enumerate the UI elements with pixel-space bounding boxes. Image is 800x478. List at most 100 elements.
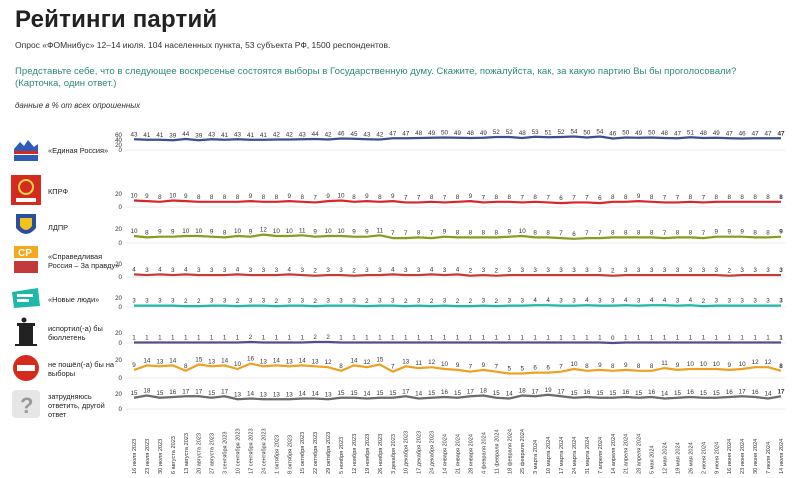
data-label: 8: [236, 194, 240, 201]
data-label: 8: [779, 194, 783, 201]
data-label: 8: [533, 229, 537, 236]
data-label: 3: [326, 298, 330, 305]
axis-tick-label: 20: [115, 261, 122, 268]
data-label: 1: [300, 335, 304, 342]
data-label: 8: [339, 363, 343, 370]
data-label: 4: [689, 297, 693, 304]
data-label: 10: [687, 361, 695, 368]
data-label: 3: [520, 267, 524, 274]
data-label: 8: [727, 194, 731, 201]
data-label: 1: [339, 335, 343, 342]
data-label: 15: [338, 390, 346, 397]
data-label: 3: [572, 298, 576, 305]
data-label: 3: [417, 267, 421, 274]
data-label: 15: [635, 390, 643, 397]
data-label: 14: [765, 391, 773, 398]
data-label: 12: [260, 227, 268, 234]
data-label: 3: [132, 298, 136, 305]
data-label: 16: [441, 389, 449, 396]
data-label: 2: [313, 268, 317, 275]
data-label: 8: [430, 194, 434, 201]
data-label: 9: [313, 229, 317, 236]
data-label: 1: [676, 335, 680, 342]
data-label: 1: [352, 335, 356, 342]
data-label: 8: [585, 363, 589, 370]
no-entry-icon: [13, 355, 39, 381]
survey-question: Представьте себе, что в следующее воскре…: [15, 66, 737, 89]
data-label: 44: [312, 131, 320, 138]
data-label: 1: [223, 335, 227, 342]
x-tick-label: 13 августа 2023: [184, 433, 190, 474]
party-name: «Единая Россия»: [48, 145, 109, 155]
data-label: 3: [262, 298, 266, 305]
data-label: 8: [740, 194, 744, 201]
x-tick-label: 27 августа 2023: [210, 433, 216, 474]
data-label: 17: [558, 388, 566, 395]
data-label: 3: [702, 267, 706, 274]
party-row-spoil-ballot: испортил(-а) бы бюллетень: [10, 316, 110, 352]
data-label: 3: [391, 298, 395, 305]
data-label: 10: [234, 361, 242, 368]
data-label: 10: [182, 228, 190, 235]
party-name: испортил(-а) бы бюллетень: [48, 324, 103, 342]
data-label: 10: [286, 228, 294, 235]
x-tick-label: 24 декабря 2023: [430, 431, 436, 474]
data-label: 13: [325, 391, 333, 398]
axis-tick-label: 20: [115, 295, 122, 302]
x-tick-label: 19 ноября 2023: [365, 434, 371, 474]
data-label: 51: [545, 129, 553, 136]
axis-tick-label: 40: [115, 137, 122, 144]
data-label: 16: [622, 389, 630, 396]
data-label: 48: [467, 130, 475, 137]
series-line: [133, 362, 782, 375]
data-label: 3: [624, 267, 628, 274]
data-label: 2: [352, 268, 356, 275]
axis-tick-label: 0: [119, 240, 123, 247]
data-label: 8: [352, 194, 356, 201]
series-line: [134, 340, 781, 345]
data-label: 6: [598, 195, 602, 202]
data-label: 45: [350, 131, 358, 138]
party-row-new-people: «Новые люди»: [10, 282, 110, 318]
data-label: 3: [171, 298, 175, 305]
party-row-ldpr: ЛДПР: [10, 210, 110, 246]
data-label: 47: [765, 130, 773, 137]
data-label: 3: [740, 267, 744, 274]
data-label: 14: [350, 357, 358, 364]
data-label: 3: [753, 298, 757, 305]
data-label: 12: [428, 359, 436, 366]
data-label: 9: [624, 362, 628, 369]
data-label: 1: [443, 335, 447, 342]
data-label: 47: [389, 130, 397, 137]
data-label: 3: [482, 267, 486, 274]
data-label: 3: [611, 298, 615, 305]
data-label: 1: [753, 335, 757, 342]
data-label: 9: [676, 362, 680, 369]
series-line: [133, 135, 781, 142]
data-label: 4: [585, 297, 589, 304]
x-tick-label: 9 июня 2024: [714, 442, 720, 474]
data-label: 8: [456, 194, 460, 201]
data-label: 3: [689, 267, 693, 274]
data-label: 14: [221, 357, 229, 364]
data-label: 3: [508, 267, 512, 274]
data-label: 7: [482, 194, 486, 201]
data-label: 2: [495, 298, 499, 305]
data-label: 11: [661, 360, 668, 367]
data-label: 9: [637, 193, 641, 200]
data-label: 18: [143, 388, 151, 395]
data-label: 3: [676, 298, 680, 305]
data-label: 3: [637, 267, 641, 274]
data-label: 3: [365, 267, 369, 274]
x-tick-label: 23 июля 2023: [145, 439, 151, 474]
data-label: 9: [443, 229, 447, 236]
data-label: 43: [208, 131, 216, 138]
data-label: 2: [456, 298, 460, 305]
data-label: 16: [247, 356, 255, 363]
data-label: 1: [766, 335, 770, 342]
data-label: 14: [415, 391, 423, 398]
data-label: 50: [583, 130, 591, 137]
party-row-united-russia: «Единая Россия»: [10, 133, 110, 169]
party-row-kprf: КПРФ: [10, 174, 110, 210]
data-label: 49: [480, 130, 488, 137]
